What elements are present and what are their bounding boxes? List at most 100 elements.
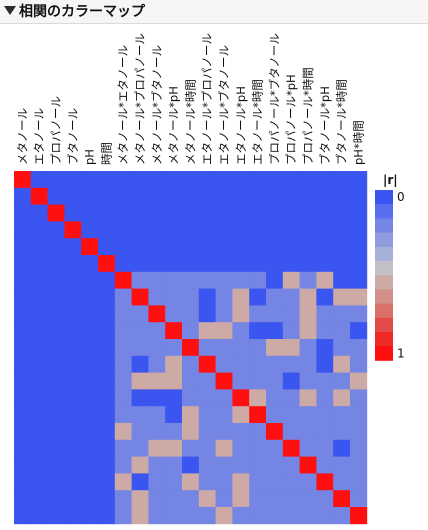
heatmap-cell[interactable] [148, 221, 166, 239]
heatmap-cell[interactable] [64, 171, 82, 189]
heatmap-cell[interactable] [282, 339, 300, 357]
heatmap-cell[interactable] [64, 255, 82, 273]
heatmap-cell[interactable] [47, 187, 65, 205]
heatmap-cell[interactable] [232, 355, 250, 373]
heatmap-cell[interactable] [148, 255, 166, 273]
heatmap-cell[interactable] [282, 255, 300, 273]
heatmap-cell[interactable] [148, 507, 166, 525]
heatmap-cell[interactable] [266, 221, 284, 239]
heatmap-cell[interactable] [198, 255, 216, 273]
heatmap-cell[interactable] [249, 255, 267, 273]
heatmap-cell[interactable] [198, 305, 216, 323]
heatmap-cell[interactable] [14, 372, 32, 390]
heatmap-cell[interactable] [98, 389, 116, 407]
heatmap-cell[interactable] [249, 507, 267, 525]
heatmap-cell[interactable] [215, 473, 233, 491]
heatmap-cell[interactable] [30, 339, 48, 357]
heatmap-cell[interactable] [249, 171, 267, 189]
heatmap-cell[interactable] [266, 339, 284, 357]
heatmap-cell[interactable] [182, 372, 200, 390]
heatmap-cell[interactable] [316, 238, 334, 256]
heatmap-cell[interactable] [198, 490, 216, 508]
heatmap-cell[interactable] [148, 171, 166, 189]
heatmap-cell[interactable] [30, 271, 48, 289]
heatmap-cell[interactable] [249, 372, 267, 390]
heatmap-cell[interactable] [14, 255, 32, 273]
heatmap-cell[interactable] [198, 456, 216, 474]
heatmap-cell[interactable] [114, 406, 132, 424]
heatmap-cell[interactable] [81, 423, 99, 441]
heatmap-cell[interactable] [47, 271, 65, 289]
heatmap-cell[interactable] [266, 423, 284, 441]
heatmap-cell[interactable] [81, 473, 99, 491]
heatmap-cell[interactable] [131, 305, 149, 323]
heatmap-cell[interactable] [47, 204, 65, 222]
heatmap-cell[interactable] [182, 406, 200, 424]
heatmap-cell[interactable] [148, 355, 166, 373]
heatmap-cell[interactable] [299, 473, 317, 491]
heatmap-cell[interactable] [215, 322, 233, 340]
heatmap-cell[interactable] [165, 305, 183, 323]
heatmap-cell[interactable] [333, 507, 351, 525]
heatmap-cell[interactable] [299, 322, 317, 340]
heatmap-cell[interactable] [282, 507, 300, 525]
heatmap-cell[interactable] [64, 490, 82, 508]
heatmap-cell[interactable] [47, 322, 65, 340]
heatmap-cell[interactable] [299, 255, 317, 273]
heatmap-cell[interactable] [98, 171, 116, 189]
heatmap-cell[interactable] [182, 423, 200, 441]
heatmap-cell[interactable] [30, 355, 48, 373]
heatmap-cell[interactable] [316, 171, 334, 189]
heatmap-cell[interactable] [98, 221, 116, 239]
heatmap-cell[interactable] [81, 322, 99, 340]
heatmap-cell[interactable] [14, 288, 32, 306]
heatmap-cell[interactable] [148, 187, 166, 205]
heatmap-cell[interactable] [114, 456, 132, 474]
heatmap-cell[interactable] [299, 339, 317, 357]
heatmap-cell[interactable] [282, 305, 300, 323]
heatmap-cell[interactable] [165, 255, 183, 273]
heatmap-cell[interactable] [266, 187, 284, 205]
heatmap-cell[interactable] [148, 406, 166, 424]
heatmap-cell[interactable] [215, 423, 233, 441]
heatmap-cell[interactable] [249, 221, 267, 239]
heatmap-cell[interactable] [114, 389, 132, 407]
heatmap-cell[interactable] [64, 305, 82, 323]
heatmap-cell[interactable] [350, 490, 368, 508]
heatmap-cell[interactable] [215, 238, 233, 256]
heatmap-cell[interactable] [198, 439, 216, 457]
heatmap-cell[interactable] [182, 322, 200, 340]
heatmap-cell[interactable] [14, 322, 32, 340]
heatmap-cell[interactable] [165, 288, 183, 306]
heatmap-cell[interactable] [131, 439, 149, 457]
heatmap-cell[interactable] [148, 339, 166, 357]
heatmap-cell[interactable] [14, 389, 32, 407]
heatmap-cell[interactable] [182, 171, 200, 189]
heatmap-cell[interactable] [165, 389, 183, 407]
heatmap-cell[interactable] [30, 389, 48, 407]
heatmap-cell[interactable] [249, 288, 267, 306]
heatmap-cell[interactable] [182, 271, 200, 289]
heatmap-cell[interactable] [198, 322, 216, 340]
heatmap-cell[interactable] [350, 389, 368, 407]
heatmap-cell[interactable] [299, 389, 317, 407]
heatmap-cell[interactable] [98, 187, 116, 205]
heatmap-cell[interactable] [350, 305, 368, 323]
heatmap-cell[interactable] [215, 439, 233, 457]
heatmap-cell[interactable] [14, 271, 32, 289]
heatmap-cell[interactable] [266, 238, 284, 256]
heatmap-cell[interactable] [350, 423, 368, 441]
heatmap-cell[interactable] [232, 221, 250, 239]
heatmap-cell[interactable] [232, 473, 250, 491]
heatmap-cell[interactable] [299, 238, 317, 256]
heatmap-cell[interactable] [350, 322, 368, 340]
heatmap-cell[interactable] [232, 271, 250, 289]
heatmap-cell[interactable] [232, 187, 250, 205]
heatmap-cell[interactable] [316, 271, 334, 289]
heatmap-cell[interactable] [98, 255, 116, 273]
heatmap-cell[interactable] [299, 490, 317, 508]
heatmap-cell[interactable] [114, 490, 132, 508]
heatmap-cell[interactable] [350, 171, 368, 189]
heatmap-cell[interactable] [81, 204, 99, 222]
heatmap-cell[interactable] [47, 339, 65, 357]
